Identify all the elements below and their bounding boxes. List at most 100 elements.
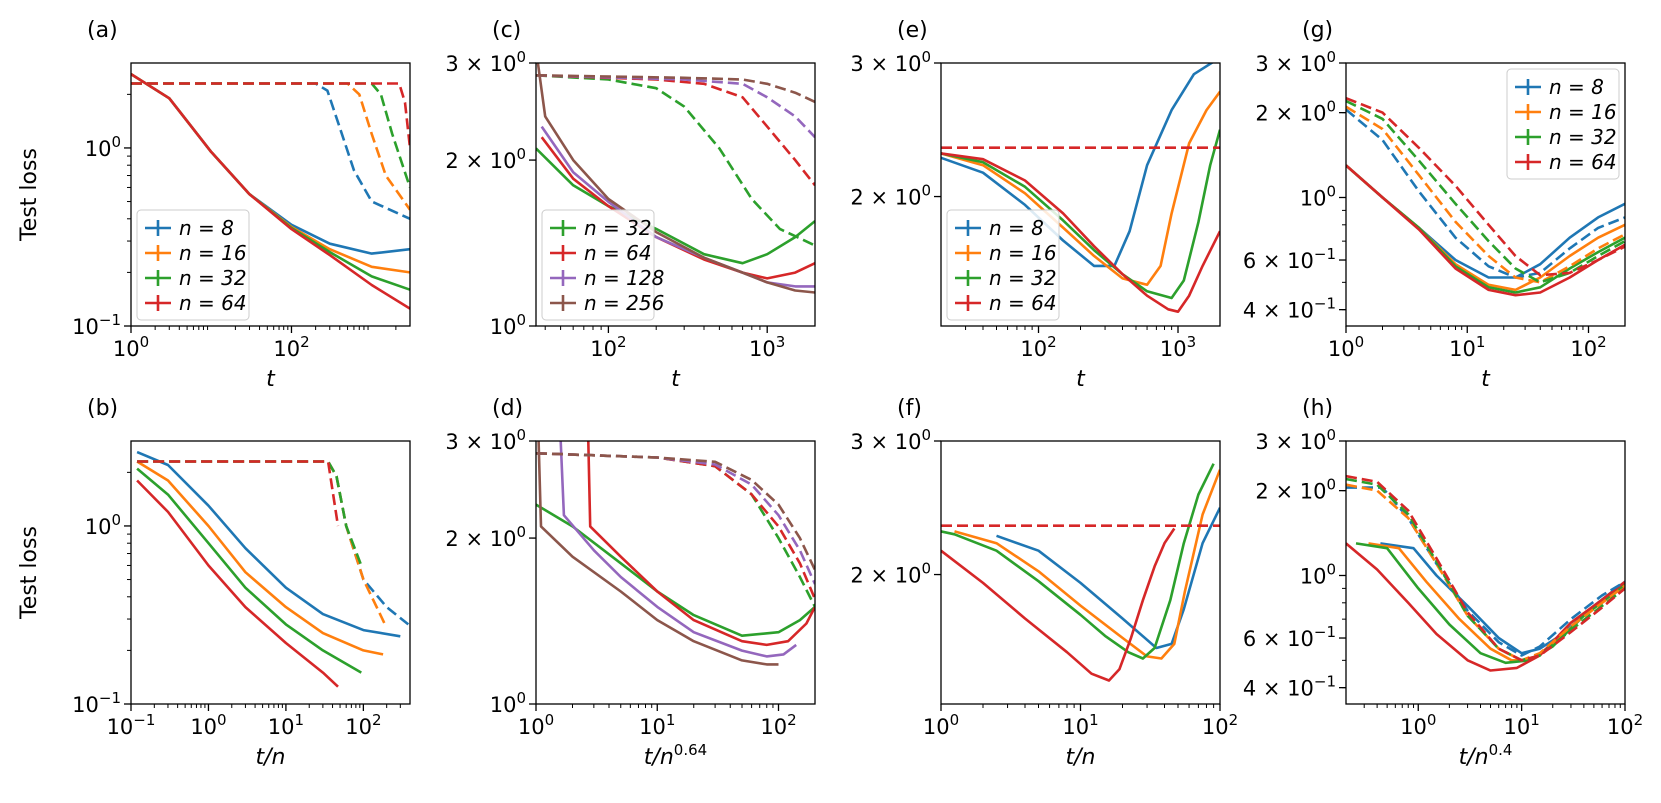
series-line-n-8-solid: [1380, 542, 1625, 655]
series-line-n-32-solid: [941, 463, 1215, 660]
y-tick-label: 100: [1300, 560, 1336, 588]
legend-label: n = 64: [179, 291, 247, 315]
y-tick-label: 100: [490, 311, 526, 339]
y-tick-label: 3 × 100: [850, 48, 931, 76]
legend-box: [1506, 68, 1620, 180]
panel-label: (h): [1302, 396, 1333, 421]
legend-label: n = 32: [584, 216, 652, 240]
series-line-n-32-dashed: [1346, 99, 1625, 284]
series-line-n-128-dashed: [536, 74, 815, 139]
x-tick-label: 103: [749, 333, 785, 361]
legend-label: n = 16: [989, 241, 1057, 265]
series-line-n-16-dashed: [1346, 483, 1625, 662]
series-line-n-8-dashed: [1346, 108, 1625, 279]
y-tick-label: 3 × 100: [1255, 426, 1336, 454]
y-axis-title: Test loss: [17, 148, 42, 242]
y-tick-label: 100: [85, 511, 121, 539]
x-tick-label: 101: [268, 711, 304, 739]
series-line-n-32-solid: [536, 147, 815, 265]
x-tick-label: 102: [760, 711, 796, 739]
series-line-n-64-dashed: [137, 460, 340, 527]
series-line-n-32-solid: [941, 129, 1220, 300]
x-tick-label: 100: [190, 711, 226, 739]
legend-label: n = 32: [1549, 125, 1617, 149]
series-line-n-64-dashed: [131, 82, 410, 149]
series-line-n-64-solid: [587, 441, 815, 647]
y-tick-label: 3 × 100: [850, 426, 931, 454]
axes-frame: [130, 62, 411, 327]
panel-label: (a): [87, 18, 118, 43]
legend-label: n = 16: [1549, 100, 1617, 124]
series-line-n-64-dashed: [1346, 96, 1625, 277]
legend-label: n = 16: [179, 241, 247, 265]
x-axis-title: t: [1076, 367, 1086, 392]
series-group: [536, 63, 815, 294]
legend-label: n = 64: [584, 241, 652, 265]
series-group: [1346, 474, 1625, 672]
x-tick-label: 102: [273, 333, 309, 361]
series-line-n-64-dashed: [1346, 474, 1625, 662]
y-tick-label: 4 × 10−1: [1243, 295, 1336, 323]
series-line-n-64-solid: [136, 479, 339, 688]
legend-box: [136, 209, 250, 321]
y-tick-label: 6 × 10−1: [1243, 245, 1336, 273]
panel-label: (b): [87, 396, 118, 421]
series-line-n-256-solid: [536, 63, 815, 294]
x-axis-title: t/n0.64: [644, 741, 707, 770]
axes-frame: [535, 62, 816, 327]
x-tick-label: 102: [1202, 711, 1238, 739]
series-line-n-256-dashed: [536, 452, 815, 571]
x-tick-label: 101: [1503, 711, 1539, 739]
series-line-n-32-solid: [136, 467, 362, 674]
series-line-n-8-dashed: [137, 460, 410, 626]
series-group: [136, 450, 410, 688]
x-axis-title: t: [671, 367, 681, 392]
series-line-n-64-solid: [941, 527, 1176, 682]
series-group: [131, 73, 410, 310]
series-group: [1346, 96, 1625, 297]
x-tick-label: 102: [590, 333, 626, 361]
x-tick-label: 100: [518, 711, 554, 739]
series-line-n-8-solid: [996, 507, 1220, 650]
series-line-n-32-dashed: [137, 460, 363, 566]
series-line-n-64-dashed: [536, 452, 815, 600]
panel-h: 100 101 102 4 × 10−1 6 × 10−1 100 2 × 100 3 × 1…: [1243, 396, 1643, 770]
x-tick-label: 100: [113, 333, 149, 361]
series-line-n-32-dashed: [536, 74, 815, 247]
legend: n = 8n = 16n = 32n = 64: [1506, 68, 1620, 180]
series-group: [536, 441, 815, 666]
legend-box: [946, 209, 1060, 321]
legend: n = 8n = 16n = 32n = 64: [946, 209, 1060, 321]
y-axis-title: Test loss: [17, 526, 42, 620]
panel-f: 100 101 102 2 × 100 3 × 100 (f) t/n: [850, 396, 1238, 770]
x-tick-label: 102: [1570, 333, 1606, 361]
axes-frame: [535, 440, 816, 705]
x-axis-title: t: [266, 367, 276, 392]
x-tick-label: 10−1: [107, 711, 156, 739]
y-tick-label: 10−1: [72, 689, 121, 717]
x-tick-label: 100: [923, 711, 959, 739]
x-tick-label: 102: [1607, 711, 1643, 739]
legend-label: n = 64: [1549, 150, 1617, 174]
series-line-n-64-solid: [941, 152, 1220, 313]
x-tick-label: 102: [1020, 333, 1056, 361]
y-tick-label: 4 × 10−1: [1243, 673, 1336, 701]
x-axis-title: t/n0.4: [1459, 741, 1513, 770]
y-tick-label: 10−1: [72, 311, 121, 339]
x-tick-label: 102: [345, 711, 381, 739]
series-line-n-256-solid: [537, 441, 779, 666]
series-line-n-16-solid: [136, 460, 384, 656]
y-tick-label: 2 × 100: [445, 145, 526, 173]
y-tick-label: 2 × 100: [1255, 476, 1336, 504]
legend-label: n = 256: [584, 291, 664, 315]
x-tick-label: 100: [1400, 711, 1436, 739]
legend-label: n = 8: [989, 216, 1044, 240]
legend-label: n = 8: [1549, 75, 1604, 99]
y-tick-label: 6 × 10−1: [1243, 623, 1336, 651]
panel-d: 100 101 102 100 2 × 100 3 × 100 (d) t/n0.64: [445, 396, 816, 770]
series-line-n-64-dashed: [536, 74, 815, 187]
x-tick-label: 101: [639, 711, 675, 739]
